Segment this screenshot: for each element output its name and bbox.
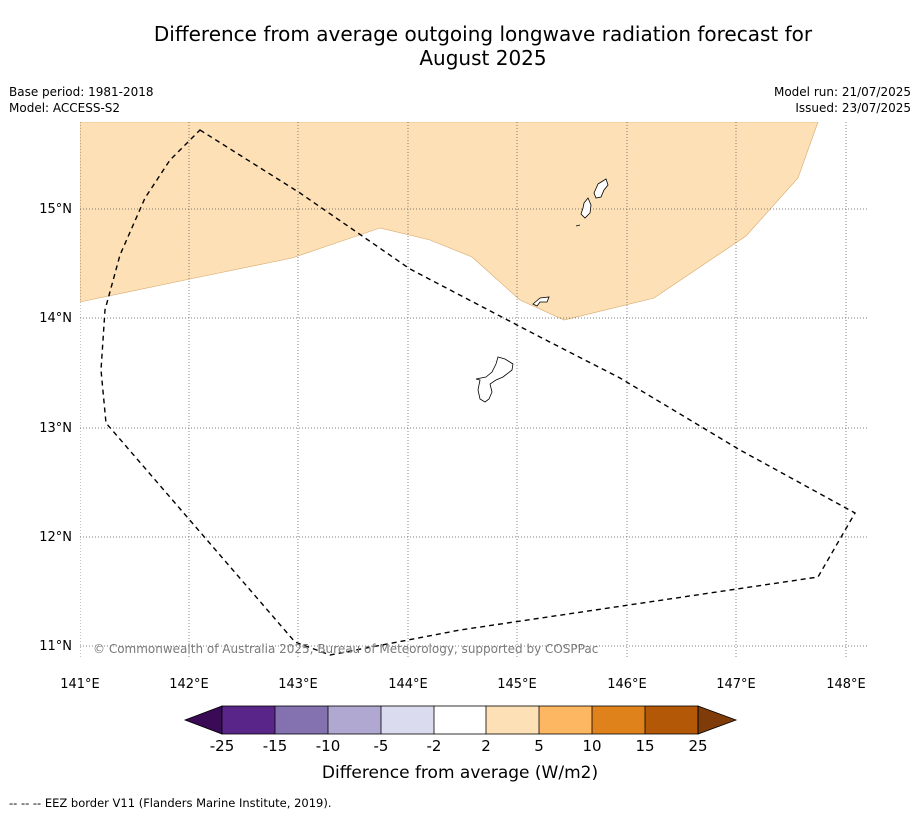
lon-label: 144°E — [388, 677, 428, 692]
colorbar-tick: -10 — [316, 737, 341, 755]
copyright-notice: © Commonwealth of Australia 2025, Bureau… — [93, 642, 598, 656]
colorbar-ticks: -25 -15 -10 -5 -2 2 5 10 15 25 — [210, 737, 708, 755]
colorbar-swatch — [222, 706, 275, 734]
issued-date: Issued: 23/07/2025 — [795, 101, 911, 115]
lon-label: 148°E — [826, 677, 866, 692]
colorbar-swatch — [328, 706, 381, 734]
colorbar-swatch — [592, 706, 645, 734]
colorbar-tick: 2 — [481, 737, 491, 755]
colorbar-tick: -25 — [210, 737, 235, 755]
lat-label: 15°N — [39, 202, 72, 217]
gridlines — [80, 122, 868, 657]
map-area: © Commonwealth of Australia 2025, Bureau… — [80, 122, 868, 657]
island-tinian — [580, 197, 592, 219]
map-title: Difference from average outgoing longwav… — [80, 22, 886, 70]
colorbar-swatch — [381, 706, 434, 734]
title-line-2: August 2025 — [419, 46, 547, 70]
model-run: Model run: 21/07/2025 — [773, 85, 911, 99]
lon-label: 141°E — [60, 677, 100, 692]
colorbar-tick: -5 — [374, 737, 389, 755]
meta-right: Model run: 21/07/2025 Issued: 23/07/2025 — [774, 84, 911, 116]
lon-label: 145°E — [497, 677, 537, 692]
colorbar-tick: -15 — [263, 737, 288, 755]
colorbar-swatch — [645, 706, 698, 734]
colorbar-min-extension — [183, 705, 223, 735]
lat-axis-labels: 15°N 14°N 13°N 12°N 11°N — [39, 202, 72, 654]
lat-label: 14°N — [39, 311, 72, 326]
colorbar-swatch — [434, 706, 486, 734]
colorbar-tick: 5 — [534, 737, 544, 755]
lon-label: 142°E — [169, 677, 209, 692]
colorbar-outline — [221, 705, 699, 735]
colorbar-max-extension — [697, 705, 738, 735]
colorbar: -25 -15 -10 -5 -2 2 5 10 15 25 Differenc… — [183, 705, 738, 783]
colorbar-swatch — [486, 706, 539, 734]
lon-label: 143°E — [278, 677, 318, 692]
colorbar-tick: 10 — [582, 737, 601, 755]
meta-left: Base period: 1981-2018 Model: ACCESS-S2 — [9, 84, 154, 116]
island-aguijan — [575, 224, 581, 227]
lon-label: 147°E — [716, 677, 756, 692]
base-period: Base period: 1981-2018 — [9, 85, 154, 99]
anomaly-region-2-to-5 — [80, 122, 819, 321]
title-line-1: Difference from average outgoing longwav… — [153, 22, 813, 46]
colorbar-dividers — [274, 706, 646, 734]
island-saipan — [593, 178, 609, 199]
colorbar-tick: 25 — [688, 737, 707, 755]
colorbar-swatch — [539, 706, 592, 734]
lon-axis-labels: 141°E 142°E 143°E 144°E 145°E 146°E 147°… — [60, 677, 866, 692]
eez-footnote: -- -- -- EEZ border V11 (Flanders Marine… — [9, 796, 332, 810]
island-guam — [475, 356, 514, 403]
colorbar-swatch — [275, 706, 328, 734]
colorbar-label: Difference from average (W/m2) — [322, 763, 598, 783]
lon-label: 146°E — [607, 677, 647, 692]
lat-label: 13°N — [39, 421, 72, 436]
island-rota — [532, 296, 550, 307]
colorbar-tick: 15 — [635, 737, 654, 755]
eez-border — [100, 129, 856, 656]
model-name: Model: ACCESS-S2 — [9, 101, 121, 115]
lat-label: 11°N — [39, 639, 72, 654]
lat-label: 12°N — [39, 530, 72, 545]
colorbar-tick: -2 — [427, 737, 442, 755]
islands — [475, 178, 609, 403]
